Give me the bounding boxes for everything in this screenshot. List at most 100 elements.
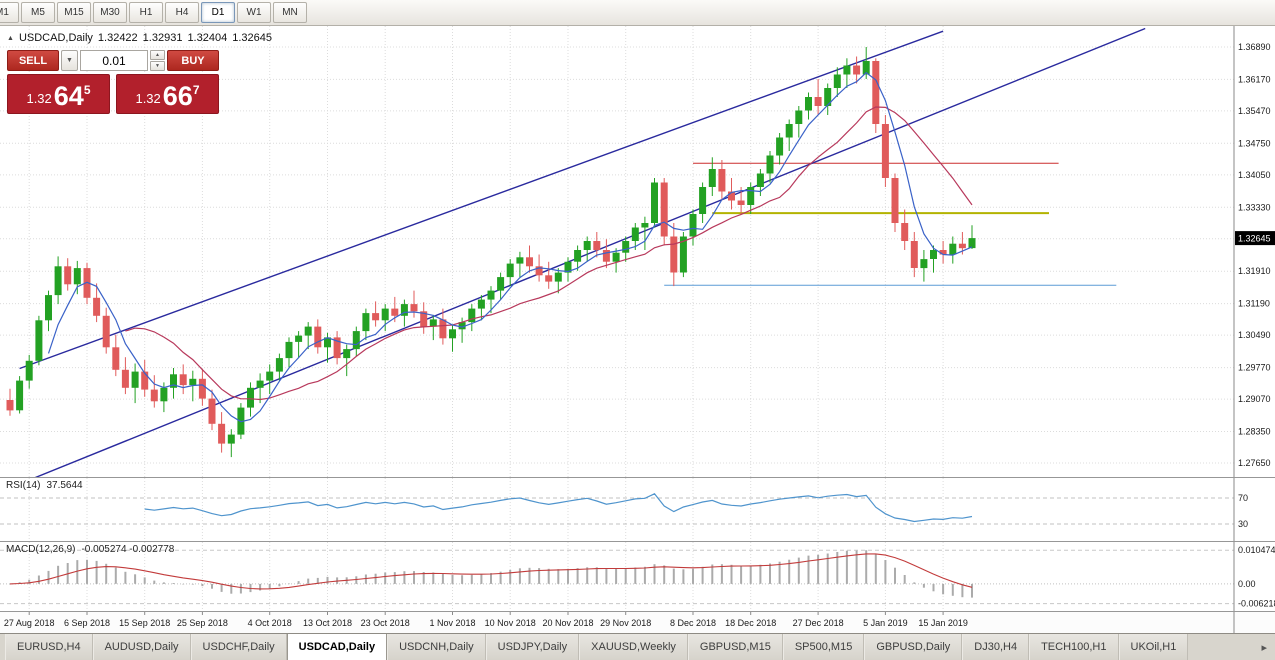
chart-tab-xauusd-weekly[interactable]: XAUUSD,Weekly: [579, 634, 688, 660]
candle: [352, 331, 360, 350]
candle: [314, 326, 322, 348]
timeframe-button-m15[interactable]: M15: [57, 2, 91, 23]
candle: [602, 250, 610, 262]
rsi-pane: 70 30 RSI(14) 37.5644: [0, 477, 1275, 541]
candle: [699, 187, 707, 214]
candle: [949, 243, 957, 255]
candle: [208, 398, 216, 424]
date-axis-label: 20 Nov 2018: [542, 618, 593, 628]
candle: [391, 308, 399, 316]
candle: [583, 241, 591, 250]
chart-tab-usdchf-daily[interactable]: USDCHF,Daily: [190, 634, 287, 660]
date-axis-label: 4 Oct 2018: [248, 618, 292, 628]
candle: [641, 223, 649, 228]
candle: [343, 349, 351, 359]
rsi-axis-label: 30: [1238, 519, 1248, 529]
candle: [439, 319, 447, 339]
price-axis-label: 1.35470: [1238, 106, 1271, 116]
candle: [333, 337, 341, 359]
candle: [497, 277, 505, 291]
candle: [487, 290, 495, 300]
svg-text:1.32645: 1.32645: [1238, 234, 1271, 244]
price-axis-label: 1.36890: [1238, 42, 1271, 52]
main-chart-canvas[interactable]: 1.36890 1.36170 1.35470 1.34750 1.34050 1.333…: [0, 26, 1275, 477]
timeframe-button-h1[interactable]: H1: [129, 2, 163, 23]
candle: [381, 308, 389, 321]
candle: [679, 236, 687, 273]
chart-tab-usdcnh-daily[interactable]: USDCNH,Daily: [387, 634, 486, 660]
ohlc-high: 1.32931: [142, 32, 183, 44]
candle: [400, 304, 408, 316]
rsi-label: RSI(14): [6, 480, 41, 491]
price-axis-label: 1.31910: [1238, 266, 1271, 276]
candle: [35, 320, 43, 361]
candle: [218, 423, 226, 444]
chart-tab-tech100-h1[interactable]: TECH100,H1: [1029, 634, 1119, 660]
buy-price-sup: 7: [192, 83, 200, 97]
timeframe-button-mn[interactable]: MN: [273, 2, 307, 23]
date-axis-label: 10 Nov 2018: [485, 618, 536, 628]
rsi-canvas[interactable]: 70 30: [0, 478, 1275, 541]
timeframe-button-m1[interactable]: M1: [0, 2, 19, 23]
date-axis-label: 18 Dec 2018: [725, 618, 776, 628]
timeframe-button-m30[interactable]: M30: [93, 2, 127, 23]
candle: [776, 137, 784, 156]
candle: [45, 295, 52, 321]
chart-tab-sp500-m15[interactable]: SP500,M15: [782, 634, 865, 660]
candle: [506, 263, 514, 278]
date-axis-canvas: 27 Aug 2018 6 Sep 2018 15 Sep 2018 25 Sep 2…: [4, 612, 1235, 633]
candle: [150, 389, 158, 402]
chart-tab-usdjpy-daily[interactable]: USDJPY,Daily: [485, 634, 580, 660]
buy-price-button[interactable]: 1.32 66 7: [116, 74, 219, 114]
timeframe-button-d1[interactable]: D1: [201, 2, 235, 23]
chart-tab-ukoil-h1[interactable]: UKOil,H1: [1118, 634, 1189, 660]
date-axis-label: 5 Jan 2019: [863, 618, 908, 628]
timeframe-toolbar: M1M5M15M30H1H4D1W1MN: [0, 0, 1275, 26]
chart-tab-usdcad-daily[interactable]: USDCAD,Daily: [286, 634, 388, 660]
candle: [420, 311, 428, 327]
candle: [612, 252, 620, 262]
volume-dropdown-icon[interactable]: ▼: [61, 50, 78, 71]
collapse-triangle-icon[interactable]: ▲: [7, 34, 14, 42]
timeframe-button-m5[interactable]: M5: [21, 2, 55, 23]
candle: [324, 337, 331, 348]
candle: [920, 259, 928, 269]
chart-tab-gbpusd-m15[interactable]: GBPUSD,M15: [687, 634, 783, 660]
chart-region: 1.36890 1.36170 1.35470 1.34750 1.34050 1.333…: [0, 26, 1275, 633]
candle: [16, 380, 24, 411]
candle: [564, 261, 572, 273]
candle: [410, 304, 418, 312]
chart-tab-audusd-daily[interactable]: AUDUSD,Daily: [92, 634, 191, 660]
candle: [862, 61, 870, 75]
candle: [73, 268, 81, 285]
volume-up-icon[interactable]: ▲: [150, 50, 165, 60]
tab-scroll-right-icon[interactable]: ▸: [1261, 641, 1267, 654]
date-axis-label: 1 Nov 2018: [429, 618, 475, 628]
chart-tab-dj30-h4[interactable]: DJ30,H4: [962, 634, 1030, 660]
chart-tab-eurusd-h4[interactable]: EURUSD,H4: [5, 634, 93, 660]
volume-stepper: ▲ ▼: [150, 50, 165, 71]
timeframe-button-w1[interactable]: W1: [237, 2, 271, 23]
macd-axis-label: 0.010474: [1238, 545, 1275, 555]
sell-price-big: 64: [53, 81, 84, 112]
price-axis-label: 1.30490: [1238, 330, 1271, 340]
timeframe-button-h4[interactable]: H4: [165, 2, 199, 23]
sell-button[interactable]: SELL: [7, 50, 59, 71]
macd-canvas[interactable]: 0.010474 0.00 -0.006218: [0, 542, 1275, 611]
buy-button[interactable]: BUY: [167, 50, 219, 71]
candle: [227, 434, 235, 444]
buy-price-big: 66: [162, 81, 193, 112]
date-axis-label: 29 Nov 2018: [600, 618, 651, 628]
volume-input[interactable]: 0.01: [80, 50, 148, 71]
candle: [468, 308, 476, 323]
candle: [833, 74, 841, 88]
candle: [362, 313, 370, 332]
chart-tab-gbpusd-daily[interactable]: GBPUSD,Daily: [864, 634, 963, 660]
candle: [256, 380, 264, 388]
candle: [535, 266, 543, 276]
price-axis-label: 1.36170: [1238, 74, 1271, 84]
date-axis: 27 Aug 2018 6 Sep 2018 15 Sep 2018 25 Sep 2…: [0, 611, 1275, 633]
volume-down-icon[interactable]: ▼: [150, 61, 165, 71]
sell-price-button[interactable]: 1.32 64 5: [7, 74, 110, 114]
ohlc-close: 1.32645: [232, 32, 272, 44]
